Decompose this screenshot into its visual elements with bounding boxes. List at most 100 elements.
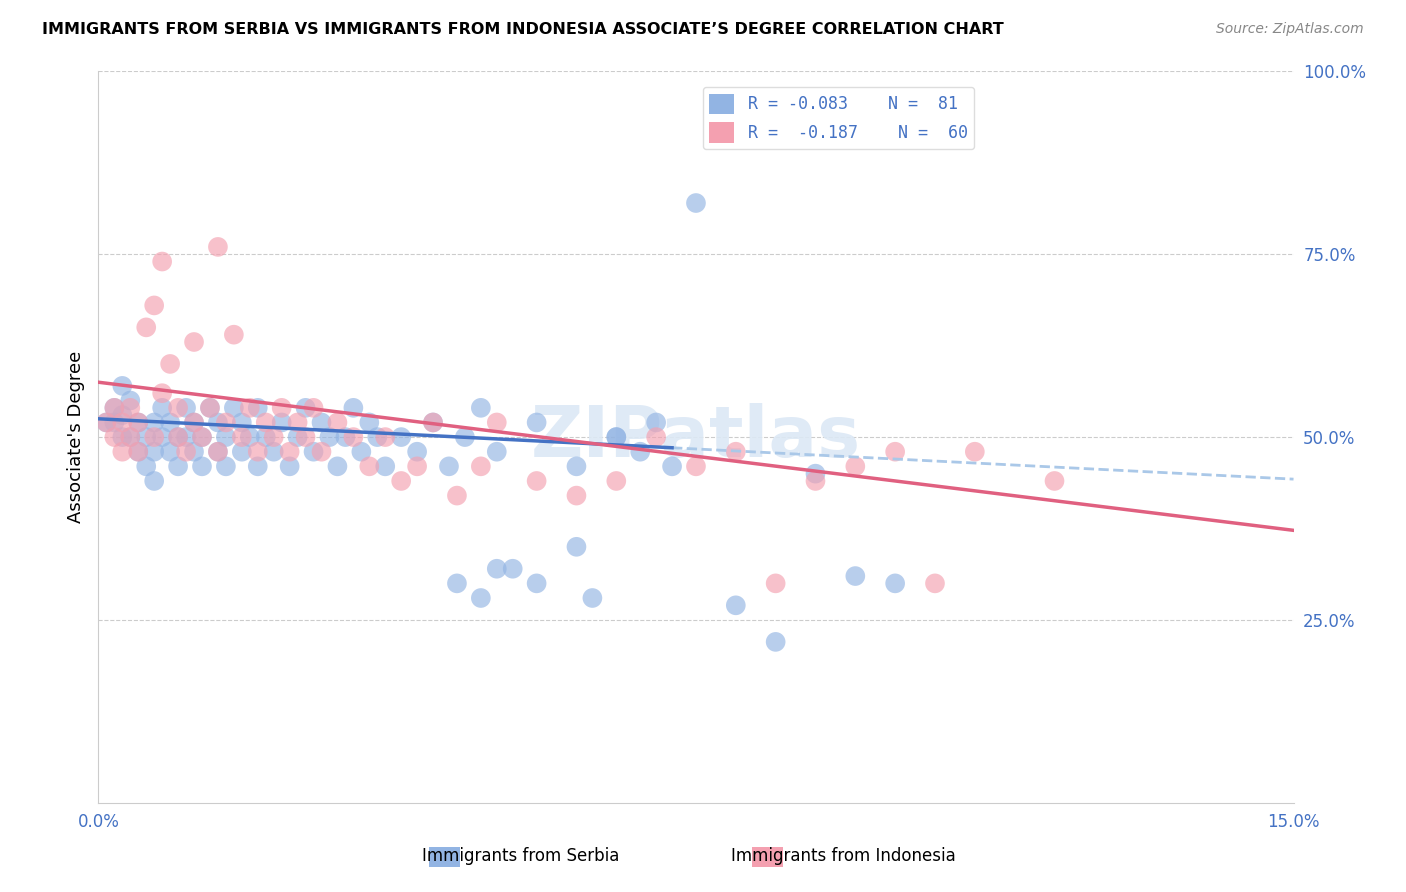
Point [174, 444, 197, 458]
Point [470, 459, 492, 474]
Point [485, 444, 508, 458]
Point [159, 444, 181, 458]
Point [628, 444, 651, 458]
Point [198, 401, 221, 415]
Point [685, 196, 707, 211]
Point [685, 459, 707, 474]
Point [111, 408, 134, 422]
Point [111, 444, 134, 458]
Y-axis label: Associate's Degree: Associate's Degree [66, 351, 84, 524]
Point [143, 416, 166, 430]
Point [335, 430, 357, 444]
Point [389, 430, 412, 444]
Point [1043, 474, 1066, 488]
Point [302, 401, 325, 415]
Point [287, 430, 309, 444]
Point [318, 430, 340, 444]
Point [103, 416, 125, 430]
Point [135, 430, 157, 444]
Point [311, 416, 333, 430]
Point [246, 459, 269, 474]
Point [239, 401, 262, 415]
Point [254, 416, 277, 430]
Point [963, 444, 986, 458]
Point [143, 474, 166, 488]
Point [645, 430, 668, 444]
Point [183, 444, 205, 458]
Point [422, 416, 444, 430]
Point [159, 416, 181, 430]
Point [342, 401, 364, 415]
Point [103, 430, 125, 444]
Text: Immigrants from Indonesia: Immigrants from Indonesia [731, 847, 956, 865]
Point [222, 327, 245, 342]
Point [96, 416, 118, 430]
Point [127, 444, 149, 458]
Point [183, 334, 205, 349]
Point [581, 591, 603, 605]
Point [207, 240, 229, 254]
Point [661, 459, 683, 474]
Point [150, 430, 173, 444]
Point [183, 416, 205, 430]
Point [294, 401, 316, 415]
Point [120, 430, 142, 444]
Point [246, 401, 269, 415]
Point [485, 416, 508, 430]
Point [207, 444, 229, 458]
Point [724, 444, 747, 458]
Point [263, 444, 285, 458]
Point [437, 459, 460, 474]
Point [605, 474, 627, 488]
Point [366, 430, 388, 444]
Point [326, 416, 349, 430]
Point [526, 416, 548, 430]
Point [374, 459, 396, 474]
Point [287, 416, 309, 430]
Point [254, 430, 277, 444]
Point [103, 401, 125, 415]
Point [526, 474, 548, 488]
Point [605, 430, 627, 444]
Point [231, 416, 253, 430]
Point [143, 444, 166, 458]
Point [246, 444, 269, 458]
Point [278, 444, 301, 458]
Point [263, 430, 285, 444]
Point [198, 401, 221, 415]
Point [135, 320, 157, 334]
Point [311, 444, 333, 458]
Point [454, 430, 477, 444]
Point [103, 401, 125, 415]
Point [804, 474, 827, 488]
Point [207, 416, 229, 430]
Point [120, 393, 142, 408]
Point [231, 444, 253, 458]
Point [389, 474, 412, 488]
Point [120, 401, 142, 415]
Text: IMMIGRANTS FROM SERBIA VS IMMIGRANTS FROM INDONESIA ASSOCIATE’S DEGREE CORRELATI: IMMIGRANTS FROM SERBIA VS IMMIGRANTS FRO… [42, 22, 1004, 37]
Text: Source: ZipAtlas.com: Source: ZipAtlas.com [1216, 22, 1364, 37]
Point [207, 444, 229, 458]
Point [406, 459, 429, 474]
Point [565, 540, 588, 554]
Text: ZIPatlas: ZIPatlas [531, 402, 860, 472]
Point [191, 430, 214, 444]
Point [183, 416, 205, 430]
Point [406, 444, 429, 458]
Point [167, 459, 190, 474]
Point [374, 430, 396, 444]
Point [804, 467, 827, 481]
Point [884, 576, 907, 591]
Point [174, 430, 197, 444]
Point [143, 298, 166, 312]
Point [270, 416, 292, 430]
Point [167, 430, 190, 444]
Point [231, 430, 253, 444]
Text: Immigrants from Serbia: Immigrants from Serbia [422, 847, 619, 865]
Point [502, 562, 524, 576]
Point [765, 576, 787, 591]
Point [565, 489, 588, 503]
Point [159, 357, 181, 371]
Point [174, 401, 197, 415]
